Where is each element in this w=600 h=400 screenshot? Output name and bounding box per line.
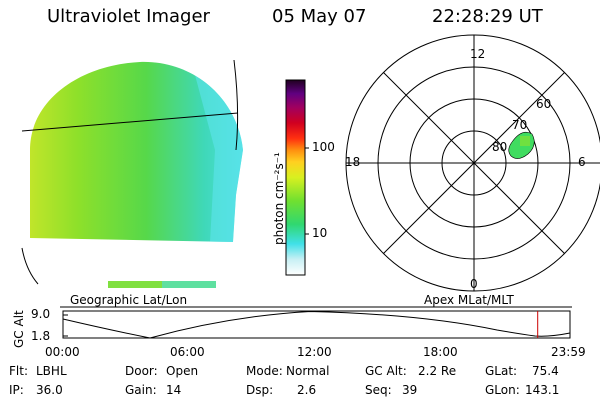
mode-label: Mode:	[246, 364, 283, 378]
glat-label: GLat:	[485, 364, 518, 378]
limb-arc-left	[21, 247, 39, 285]
instrument-title: Ultraviolet Imager	[47, 6, 210, 27]
gc-alt-ylabel: GC Alt	[12, 310, 26, 348]
x-tick-2359: 23:59	[551, 345, 586, 359]
glon-label: GLon:	[485, 383, 520, 397]
door-value: Open	[166, 364, 199, 378]
colorbar-label-10: 10	[312, 226, 328, 240]
apex-label: Apex MLat/MLT	[424, 293, 514, 307]
mlt-label-18: 18	[345, 155, 361, 169]
auroral-core	[520, 136, 530, 146]
mlt-label-12: 12	[470, 47, 486, 61]
colorbar-label-100: 100	[312, 140, 335, 154]
flt-label: Flt:	[9, 364, 28, 378]
x-tick-1200: 12:00	[297, 345, 332, 359]
door-label: Door:	[125, 364, 158, 378]
gcalt-value: 2.2 Re	[418, 364, 457, 378]
colorbar-unit-label: photon cm⁻²s⁻¹	[272, 152, 286, 245]
polar-plot	[345, 34, 600, 292]
time-label: 22:28:29 UT	[432, 6, 543, 27]
mode-value: Normal	[286, 364, 330, 378]
x-tick-0000: 00:00	[45, 345, 80, 359]
dsp-label: Dsp:	[246, 383, 274, 397]
mlt-label-0: 0	[470, 277, 478, 291]
gc-alt-tick-9: 9.0	[31, 307, 51, 321]
lat-label-70: 70	[512, 118, 528, 132]
date-label: 05 May 07	[272, 6, 367, 27]
glat-value: 75.4	[532, 364, 559, 378]
ip-label: IP:	[9, 383, 24, 397]
flt-value: LBHL	[36, 364, 67, 378]
seq-value: 39	[402, 383, 418, 397]
uv-earth-image	[30, 61, 243, 243]
seq-label: Seq:	[365, 383, 392, 397]
geographic-label: Geographic Lat/Lon	[70, 293, 188, 307]
image-strip-left	[108, 281, 162, 288]
limb-arc-right	[233, 59, 239, 151]
gc-alt-plot	[62, 310, 571, 339]
lat-label-80: 80	[492, 140, 508, 154]
mlt-label-6: 6	[578, 155, 586, 169]
gain-label: Gain:	[125, 383, 157, 397]
lat-label-60: 60	[536, 97, 552, 111]
x-tick-1800: 18:00	[423, 345, 458, 359]
gc-alt-tick-1.8: 1.8	[31, 329, 51, 343]
dsp-value: 2.6	[297, 383, 317, 397]
x-tick-0600: 06:00	[170, 345, 205, 359]
gain-value: 14	[166, 383, 182, 397]
ip-value: 36.0	[36, 383, 63, 397]
colorbar	[285, 79, 306, 276]
glon-value: 143.1	[525, 383, 560, 397]
lat-lon-line	[21, 112, 239, 132]
gcalt-label: GC Alt:	[365, 364, 407, 378]
